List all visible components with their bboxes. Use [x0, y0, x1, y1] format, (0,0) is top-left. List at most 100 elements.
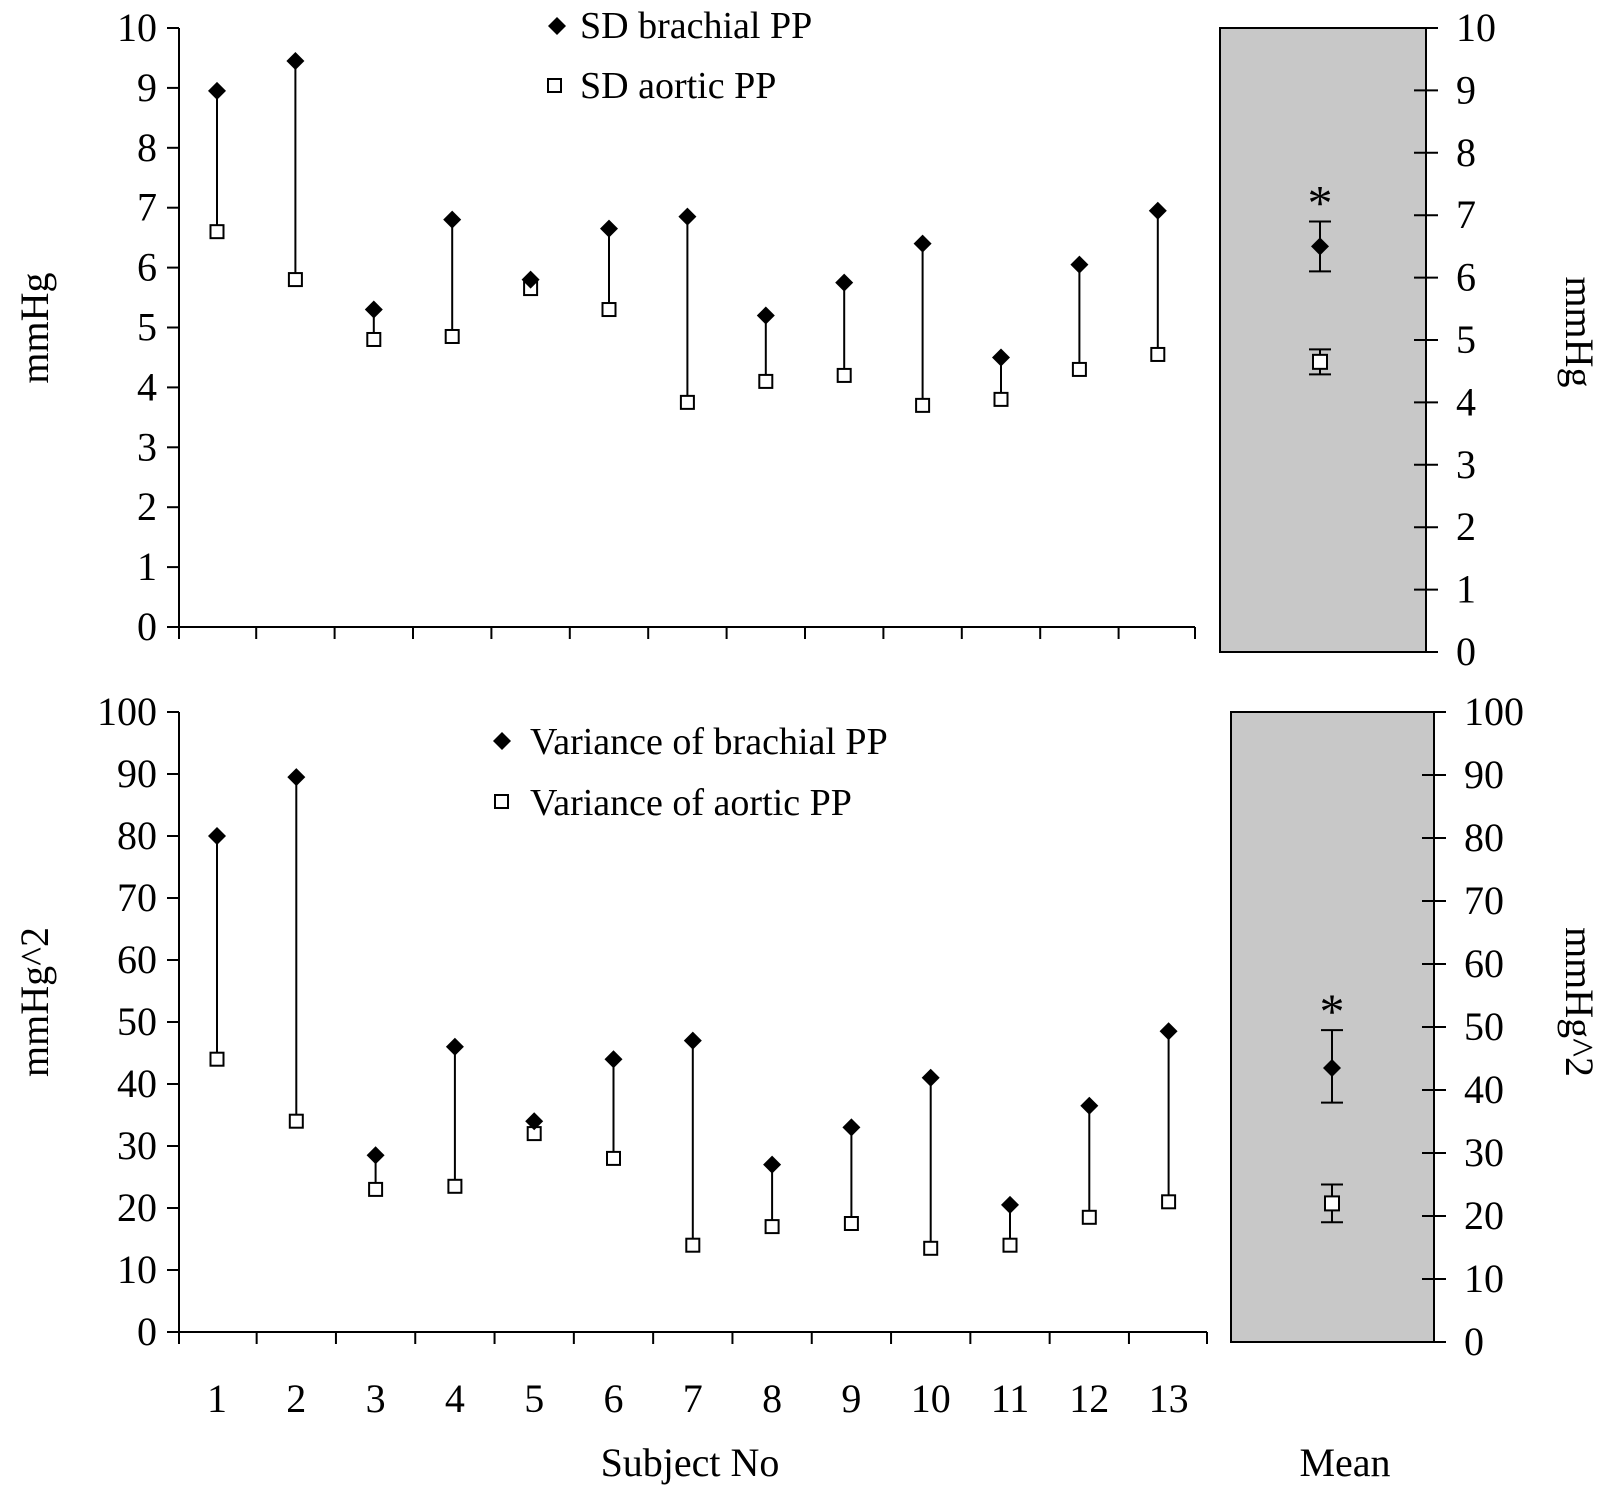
bottom-legend-aortic-label: Variance of aortic PP [530, 782, 852, 824]
bottom-brachial-point [287, 768, 306, 787]
top-aortic-point [993, 391, 1009, 407]
mean-panel-label: Mean [1299, 1440, 1390, 1485]
top-y2-tick-label: 6 [1456, 255, 1476, 300]
top-y2-tick-label: 10 [1456, 5, 1496, 50]
x-axis-title: Subject No [601, 1440, 780, 1485]
top-y2-tick-label: 7 [1456, 192, 1476, 237]
bottom-y2-axis-title: mmHg^2 [1557, 927, 1602, 1077]
x-tick-label: 11 [991, 1376, 1030, 1421]
x-tick-label: 7 [683, 1376, 703, 1421]
bottom-y-tick-label: 0 [137, 1309, 157, 1354]
top-brachial-point [521, 270, 540, 289]
bottom-brachial-point [208, 827, 226, 845]
top-legend: SD brachial PP SD aortic PP [547, 5, 812, 107]
top-y-tick-label: 4 [137, 364, 157, 409]
top-brachial-point [286, 51, 305, 70]
top-y-tick-label: 10 [117, 5, 157, 50]
bottom-significance-marker: * [1320, 983, 1345, 1039]
x-tick-label: 10 [911, 1376, 951, 1421]
top-aortic-point [444, 328, 460, 344]
bottom-brachial-point [763, 1155, 782, 1174]
bottom-y-tick-label: 20 [117, 1185, 157, 1230]
chart-marks: 012345678910012345678910*010203040506070… [97, 5, 1524, 1421]
bottom-brachial-point [683, 1031, 702, 1050]
top-y2-tick-label: 2 [1456, 504, 1476, 549]
bottom-y2-tick-label: 50 [1464, 1004, 1504, 1049]
bottom-aortic-point [288, 1113, 304, 1129]
bottom-aortic-point [1161, 1194, 1177, 1210]
top-y2-tick-label: 9 [1456, 67, 1476, 112]
legend-square-icon [547, 78, 562, 93]
bottom-y2-tick-label: 40 [1464, 1067, 1504, 1112]
x-tick-label: 4 [445, 1376, 465, 1421]
top-y2-tick-label: 8 [1456, 130, 1476, 175]
bottom-mean-panel-box [1230, 711, 1435, 1343]
legend-diamond-icon [548, 17, 566, 35]
top-brachial-point [208, 81, 226, 100]
bottom-y-tick-label: 30 [117, 1123, 157, 1168]
bottom-y-tick-label: 50 [117, 999, 157, 1044]
bottom-y2-tick-label: 10 [1464, 1256, 1504, 1301]
bottom-mean-aortic-point [1324, 1195, 1340, 1212]
bottom-panel: mmHg^2 mmHg^2 Variance of brachial PP Va… [12, 721, 1602, 1077]
bottom-aortic-point [685, 1237, 701, 1253]
bottom-y2-tick-label: 90 [1464, 752, 1504, 797]
bottom-brachial-point [604, 1050, 623, 1069]
legend-diamond-icon [493, 732, 511, 750]
bottom-aortic-point [606, 1150, 621, 1166]
top-y-tick-label: 2 [137, 484, 157, 529]
bottom-y2-tick-label: 20 [1464, 1193, 1504, 1238]
top-aortic-point [836, 367, 852, 383]
x-tick-label: 5 [524, 1376, 544, 1421]
top-brachial-point [913, 234, 932, 253]
x-tick-label: 13 [1149, 1376, 1189, 1421]
top-brachial-point [443, 210, 462, 229]
bottom-aortic-point [764, 1219, 780, 1235]
top-y-tick-label: 6 [137, 245, 157, 290]
bottom-aortic-point [923, 1240, 939, 1256]
bottom-aortic-point [209, 1051, 225, 1067]
x-tick-label: 3 [366, 1376, 386, 1421]
bottom-y-tick-label: 70 [117, 875, 157, 920]
top-y-tick-label: 3 [137, 424, 157, 469]
x-tick-label: 8 [762, 1376, 782, 1421]
top-mean-brachial-point [1311, 237, 1329, 256]
top-mean-panel-box [1219, 27, 1427, 653]
top-y-tick-label: 9 [137, 65, 157, 110]
bottom-y2-tick-label: 0 [1464, 1319, 1484, 1364]
bottom-brachial-point [1080, 1096, 1099, 1115]
top-y-tick-label: 8 [137, 125, 157, 170]
bottom-aortic-point [843, 1216, 859, 1231]
bottom-brachial-point [366, 1146, 385, 1165]
bottom-y2-tick-label: 100 [1464, 689, 1524, 734]
top-brachial-point [756, 306, 775, 325]
top-aortic-point [287, 272, 303, 288]
top-aortic-point [679, 394, 695, 410]
top-mean-aortic-point [1312, 353, 1328, 370]
bottom-brachial-point [1001, 1195, 1019, 1214]
bottom-y-tick-label: 90 [117, 751, 157, 796]
top-aortic-point [601, 302, 617, 318]
bottom-legend-brachial-label: Variance of brachial PP [530, 721, 888, 763]
bottom-aortic-point [1081, 1209, 1097, 1225]
x-tick-label: 1 [207, 1376, 227, 1421]
top-brachial-point [835, 273, 854, 292]
bottom-brachial-point [921, 1068, 940, 1087]
top-brachial-point [1070, 255, 1089, 274]
top-y-tick-label: 0 [137, 604, 157, 649]
bottom-aortic-point [447, 1178, 463, 1194]
top-y2-tick-label: 1 [1456, 567, 1476, 612]
x-tick-label: 6 [604, 1376, 624, 1421]
x-tick-label: 9 [841, 1376, 861, 1421]
bottom-y-tick-label: 80 [117, 813, 157, 858]
top-y-axis-title: mmHg [12, 272, 57, 383]
top-y2-tick-label: 0 [1456, 629, 1476, 674]
bottom-aortic-point [1002, 1237, 1018, 1253]
bottom-y2-tick-label: 60 [1464, 941, 1504, 986]
top-y2-tick-label: 3 [1456, 442, 1476, 487]
top-brachial-point [1148, 201, 1167, 220]
top-panel: mmHg mmHg SD brachial PP SD aortic PP [12, 5, 1602, 388]
top-brachial-point [600, 219, 618, 238]
top-aortic-point [758, 373, 774, 389]
